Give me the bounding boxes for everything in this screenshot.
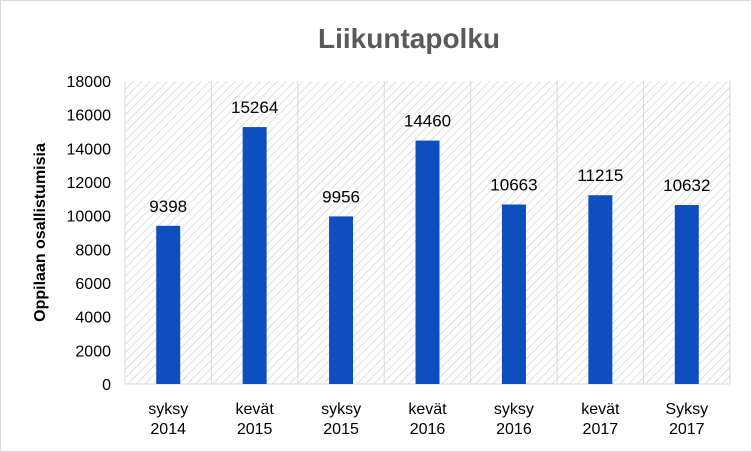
data-label: 10632 xyxy=(663,176,710,195)
y-tick-label: 10000 xyxy=(67,209,112,226)
bar xyxy=(415,140,440,384)
bar xyxy=(242,127,267,384)
x-tick-label: 2015 xyxy=(237,421,273,438)
chart-title: Liikuntapolku xyxy=(318,23,500,54)
y-tick-label: 18000 xyxy=(67,74,112,91)
x-tick-label: syksy xyxy=(148,401,188,418)
x-tick-label: Syksy xyxy=(665,401,708,418)
data-labels: 9398 15264 9956 14460 10663 11215 10632 xyxy=(149,98,710,216)
grid xyxy=(124,81,731,385)
bars xyxy=(156,127,699,384)
y-tick-label: 12000 xyxy=(67,175,112,192)
y-axis-label: Oppilaan osallistumisia xyxy=(32,143,49,322)
x-tick-label: kevät xyxy=(408,401,447,418)
data-label: 9956 xyxy=(322,187,360,206)
x-axis-ticks: syksy 2014 kevät 2015 syksy 2015 kevät 2016 syks… xyxy=(148,401,708,438)
x-tick-label: 2015 xyxy=(323,421,359,438)
x-tick-label: syksy xyxy=(494,401,534,418)
y-axis-ticks: 0 2000 4000 6000 8000 10000 12000 14000 16000 180… xyxy=(67,74,112,394)
x-tick-label: 2017 xyxy=(669,421,705,438)
bar xyxy=(501,204,526,384)
data-label: 9398 xyxy=(149,197,187,216)
y-tick-label: 6000 xyxy=(75,276,111,293)
bar xyxy=(588,195,613,384)
y-tick-label: 4000 xyxy=(75,310,111,327)
data-label: 14460 xyxy=(404,112,451,131)
y-tick-label: 8000 xyxy=(75,242,111,259)
data-label: 11215 xyxy=(577,166,623,185)
y-tick-label: 14000 xyxy=(67,141,112,158)
x-tick-label: kevät xyxy=(236,401,275,418)
bar xyxy=(156,225,181,384)
x-tick-label: 2017 xyxy=(583,421,619,438)
data-label: 10663 xyxy=(490,176,537,195)
bar xyxy=(674,205,699,384)
x-tick-label: 2016 xyxy=(496,421,532,438)
data-label: 15264 xyxy=(231,98,278,117)
bar xyxy=(329,216,354,384)
y-tick-label: 16000 xyxy=(67,108,112,125)
x-tick-label: 2014 xyxy=(150,421,186,438)
y-tick-label: 2000 xyxy=(75,343,111,360)
y-tick-label: 0 xyxy=(102,377,111,394)
x-tick-label: 2016 xyxy=(410,421,446,438)
x-tick-label: syksy xyxy=(321,401,361,418)
x-tick-label: kevät xyxy=(581,401,620,418)
